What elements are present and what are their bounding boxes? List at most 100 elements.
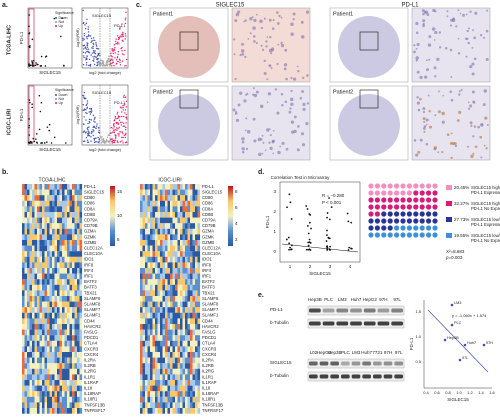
heatmap-cell [22,206,25,213]
dot [406,183,412,189]
heatmap-cell [145,380,148,386]
heatmap-cell [172,301,176,308]
heatmap-cell [62,396,65,403]
heatmap-cell [180,363,183,369]
heatmap-cell [147,245,151,252]
heatmap-cell [160,335,163,341]
label: 15 [117,189,123,194]
label: y = -1.060x + 1.574 [452,313,487,318]
cell [243,99,247,103]
heatmap-cell [157,195,161,201]
point [121,111,123,113]
point [82,37,84,39]
point [124,19,126,21]
heatmap-cell [165,217,168,224]
heatmap-cell [182,380,186,386]
heatmap-cell [32,391,35,397]
heatmap-cell [180,195,183,201]
heatmap-cell [165,324,168,330]
heatmap-cell [192,312,196,319]
point [307,232,310,235]
point [83,96,85,99]
heatmap-cell [192,217,196,224]
label: TCGA-LIHC [6,25,12,55]
heatmap-cell [165,346,168,353]
heatmap-cell [150,363,153,369]
heatmap-cell [160,408,163,414]
point [103,140,105,143]
heatmap-cell [74,245,78,252]
cell [450,76,453,78]
heatmap-cell [162,307,166,313]
point [94,116,96,119]
heatmap-cell [42,268,45,274]
label: Not [59,97,64,101]
point [101,59,103,61]
heatmap-cell [64,335,68,341]
heatmap-cell [140,273,143,280]
heatmap-cell [155,262,158,269]
label: CTLA4 [202,341,216,346]
heatmap-cell [47,268,50,274]
heatmap-cell [145,335,148,341]
cell [259,19,263,24]
heatmap-cell [165,374,168,381]
heatmap-cell [160,262,163,269]
heatmap-cell [27,290,30,297]
point [28,124,31,127]
point [109,61,112,64]
heatmap-cell [69,189,73,196]
heatmap-cell [167,273,171,280]
heatmap-cell [62,329,65,336]
heatmap-cell [79,240,83,246]
point [31,63,34,65]
heatmap-cell [44,284,48,291]
heatmap-cell [29,385,33,392]
heatmap-cell [192,380,196,386]
label: PLC [454,321,462,325]
heatmap-cell [190,262,193,269]
heatmap-cell [34,273,38,280]
heatmap-cell [69,234,73,241]
heatmap-cell [72,301,75,308]
heatmap-cell [147,402,151,409]
dot [374,211,380,217]
heatmap-cell [192,301,196,308]
heatmap-cell [140,301,143,308]
point [124,33,127,35]
heatmap-cell [32,217,35,224]
heatmap-cell [34,234,38,241]
heatmap-cell [47,228,50,235]
heatmap-cell [172,368,176,375]
heatmap-cell [140,284,143,291]
point [88,51,90,53]
heatmap-cell [67,335,70,341]
label: IL18RAP [202,391,219,396]
heatmap-cell [24,385,28,392]
heatmap-cell [165,363,168,369]
cell [474,145,478,149]
heatmap-cell [145,284,148,291]
heatmap-cell [47,189,50,196]
label: SLAMF6 [202,296,219,301]
cell [486,123,489,126]
heatmap-cell [147,324,151,330]
heatmap-cell [160,206,163,213]
heatmap-cell [74,184,78,190]
heatmap-cell [34,402,38,409]
heatmap-cell [167,374,171,381]
label: L02 [310,350,318,355]
heatmap-cell [172,402,176,409]
band [363,321,376,326]
heatmap-cell [142,296,146,302]
point [41,142,44,144]
cell [288,110,292,114]
cell [449,24,452,27]
cell [486,9,489,12]
heatmap-cell [59,312,63,319]
heatmap-cell [54,340,58,347]
heatmap-cell [57,329,60,336]
heatmap-cell [180,312,183,319]
heatmap-cell [42,234,45,241]
heatmap-cell [59,296,63,302]
